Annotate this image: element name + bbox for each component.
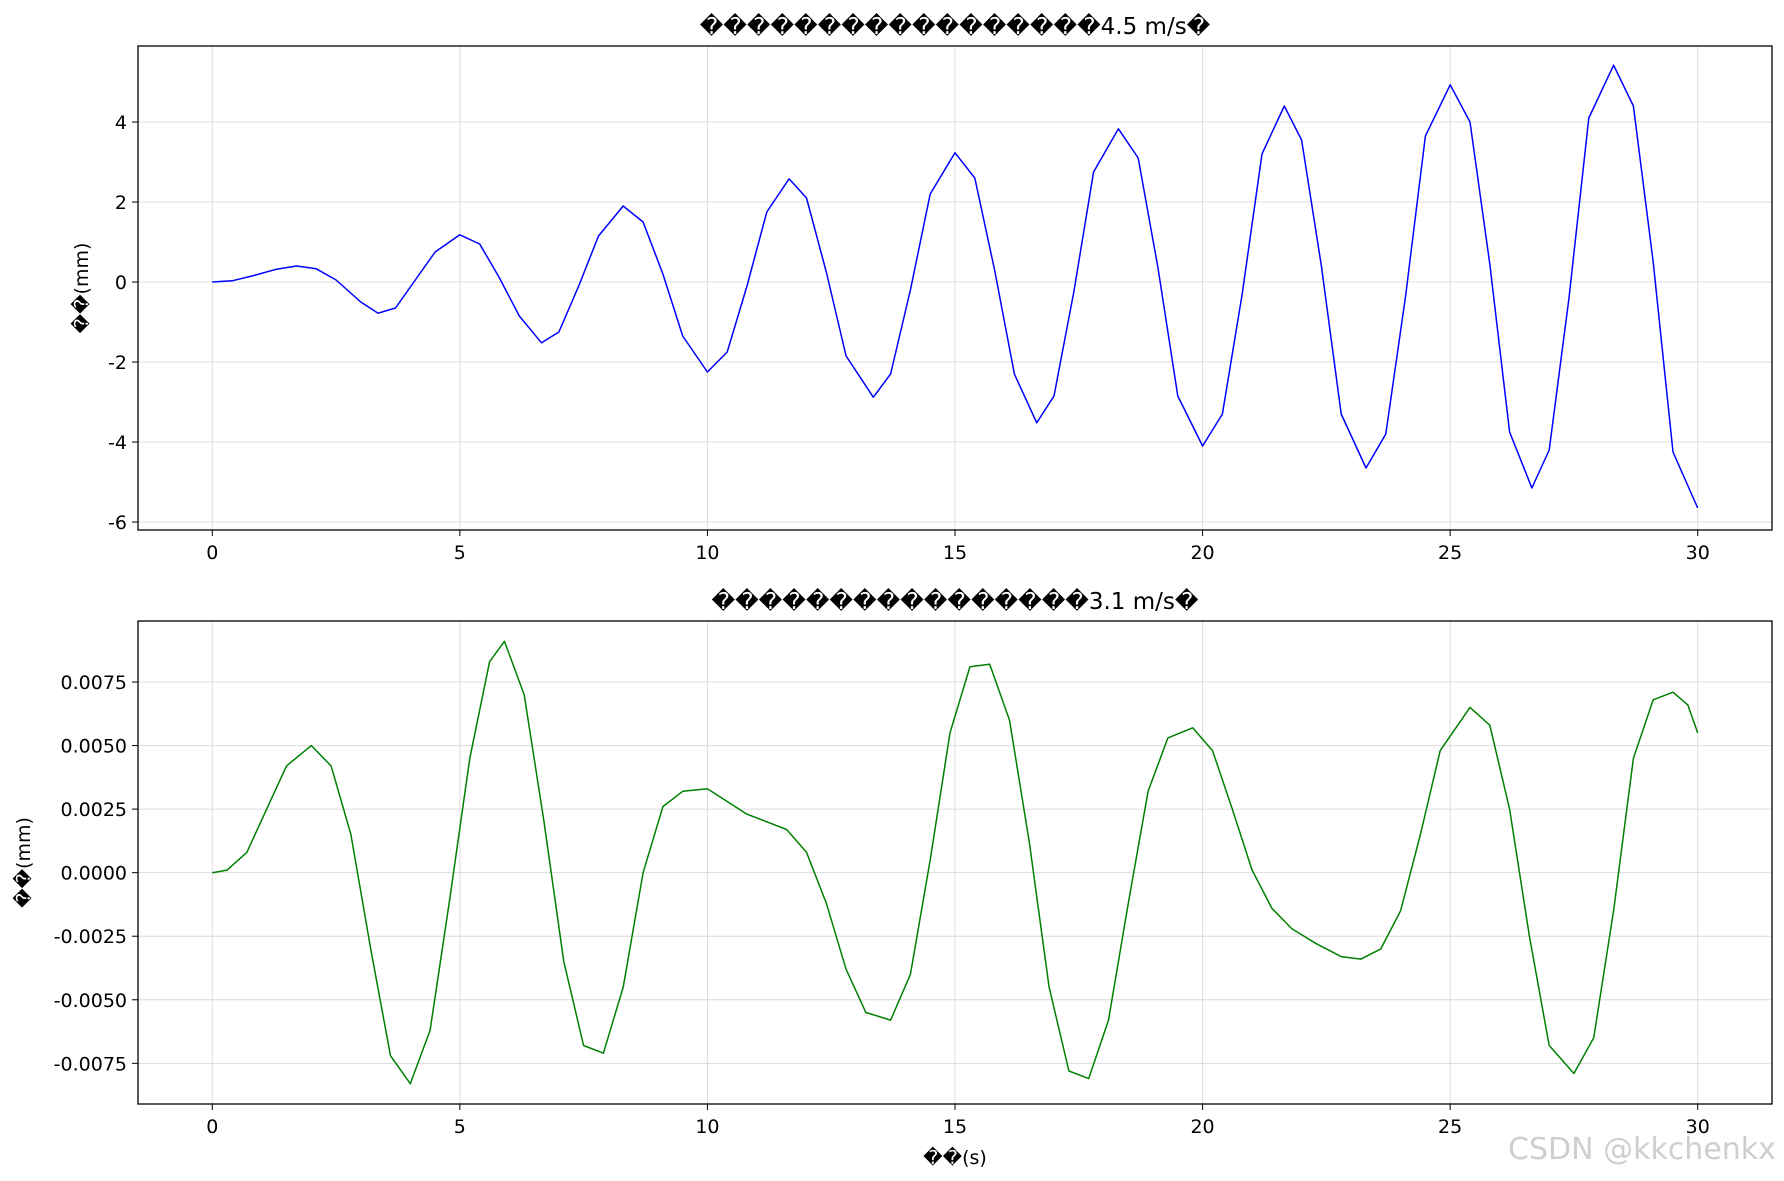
x-tick-label: 5 (454, 1116, 466, 1138)
y-tick-label: 0.0000 (61, 863, 127, 885)
y-tick-label: -0.0025 (54, 926, 127, 948)
series-line (212, 64, 1699, 509)
bottom-chart-panel: 0 5 10 15 20 25 30 0.0075 0.0050 0.0025 0.0000 -0.0… (12, 587, 1773, 1169)
y-tick-label: 0 (115, 272, 127, 294)
y-tick-label: -0.0075 (54, 1053, 127, 1075)
x-tick-label: 20 (1190, 542, 1214, 564)
y-axis-label: ��(mm) (70, 243, 93, 334)
x-tick-label: 30 (1686, 1116, 1710, 1138)
chart-title: �����������������4.5 m/s� (700, 12, 1211, 40)
chart-title: ����������������3.1 m/s� (712, 587, 1199, 615)
y-tick-label: -4 (108, 432, 127, 454)
series-line (212, 640, 1699, 1085)
x-tick-label: 0 (206, 1116, 218, 1138)
y-tick-label: -2 (108, 352, 127, 374)
x-tick-label: 15 (943, 1116, 967, 1138)
y-axis-label: ��(mm) (12, 817, 35, 908)
x-tick-label: 10 (695, 1116, 719, 1138)
x-tick-label: 25 (1438, 542, 1462, 564)
y-tick-label: 4 (115, 112, 127, 134)
y-tick-label: 0.0025 (61, 799, 127, 821)
x-tick-label: 0 (206, 542, 218, 564)
y-tick-label: 2 (115, 192, 127, 214)
y-tick-label: -6 (108, 512, 127, 534)
x-tick-label: 15 (943, 542, 967, 564)
y-tick-label: 0.0050 (61, 736, 127, 758)
y-tick-label: 0.0075 (61, 672, 127, 694)
top-chart-panel: 0 5 10 15 20 25 30420-2-4-6�����������������4.… (70, 12, 1773, 564)
x-tick-label: 10 (695, 542, 719, 564)
watermark-text: CSDN @kkchenkx (1508, 1132, 1776, 1167)
x-tick-label: 30 (1686, 542, 1710, 564)
y-tick-label: -0.0050 (54, 990, 127, 1012)
x-tick-label: 25 (1438, 1116, 1462, 1138)
x-axis-label: ��(s) (923, 1146, 987, 1169)
x-tick-label: 20 (1190, 1116, 1214, 1138)
x-tick-label: 5 (454, 542, 466, 564)
